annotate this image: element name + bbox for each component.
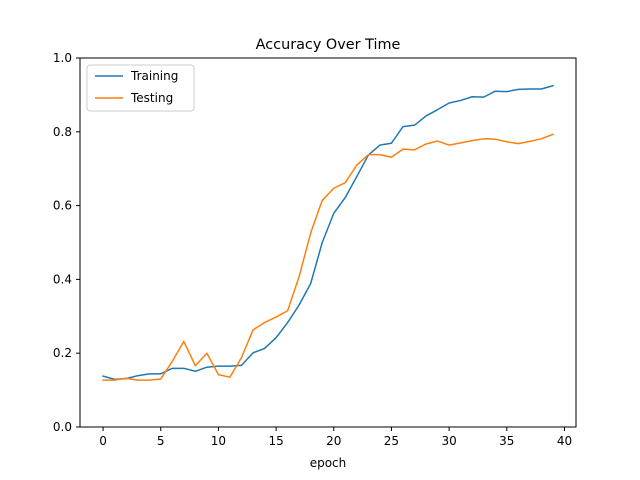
axes-frame [79,57,577,428]
x-tick-label: 0 [99,434,107,448]
y-tick-label: 0.4 [53,272,72,286]
x-tick-label: 5 [157,434,165,448]
x-tick-label: 40 [557,434,572,448]
y-tick-label: 0.2 [53,346,72,360]
x-tick-label: 30 [441,434,456,448]
chart-title: Accuracy Over Time [256,37,401,53]
x-tick-label: 20 [326,434,341,448]
x-tick-label: 10 [211,434,226,448]
x-tick-label: 25 [384,434,399,448]
legend-label-testing: Testing [130,91,173,105]
series-line-testing [102,133,554,381]
legend: Training Testing [86,64,195,112]
y-tick-label: 1.0 [53,51,72,65]
x-tick-label: 35 [499,434,514,448]
series-line-training [102,84,554,381]
y-tick-label: 0.6 [53,199,72,213]
plot-area [102,84,554,381]
y-tick-label: 0.8 [53,125,72,139]
legend-label-training: Training [130,69,178,83]
x-tick-label: 15 [268,434,283,448]
y-tick-label: 0.0 [53,420,72,434]
x-axis-label: epoch [310,456,347,470]
axis-ticks: 0 5 10 15 20 25 30 35 40 0.0 0.2 0.4 0.6 0.8 1.0 [53,51,572,448]
